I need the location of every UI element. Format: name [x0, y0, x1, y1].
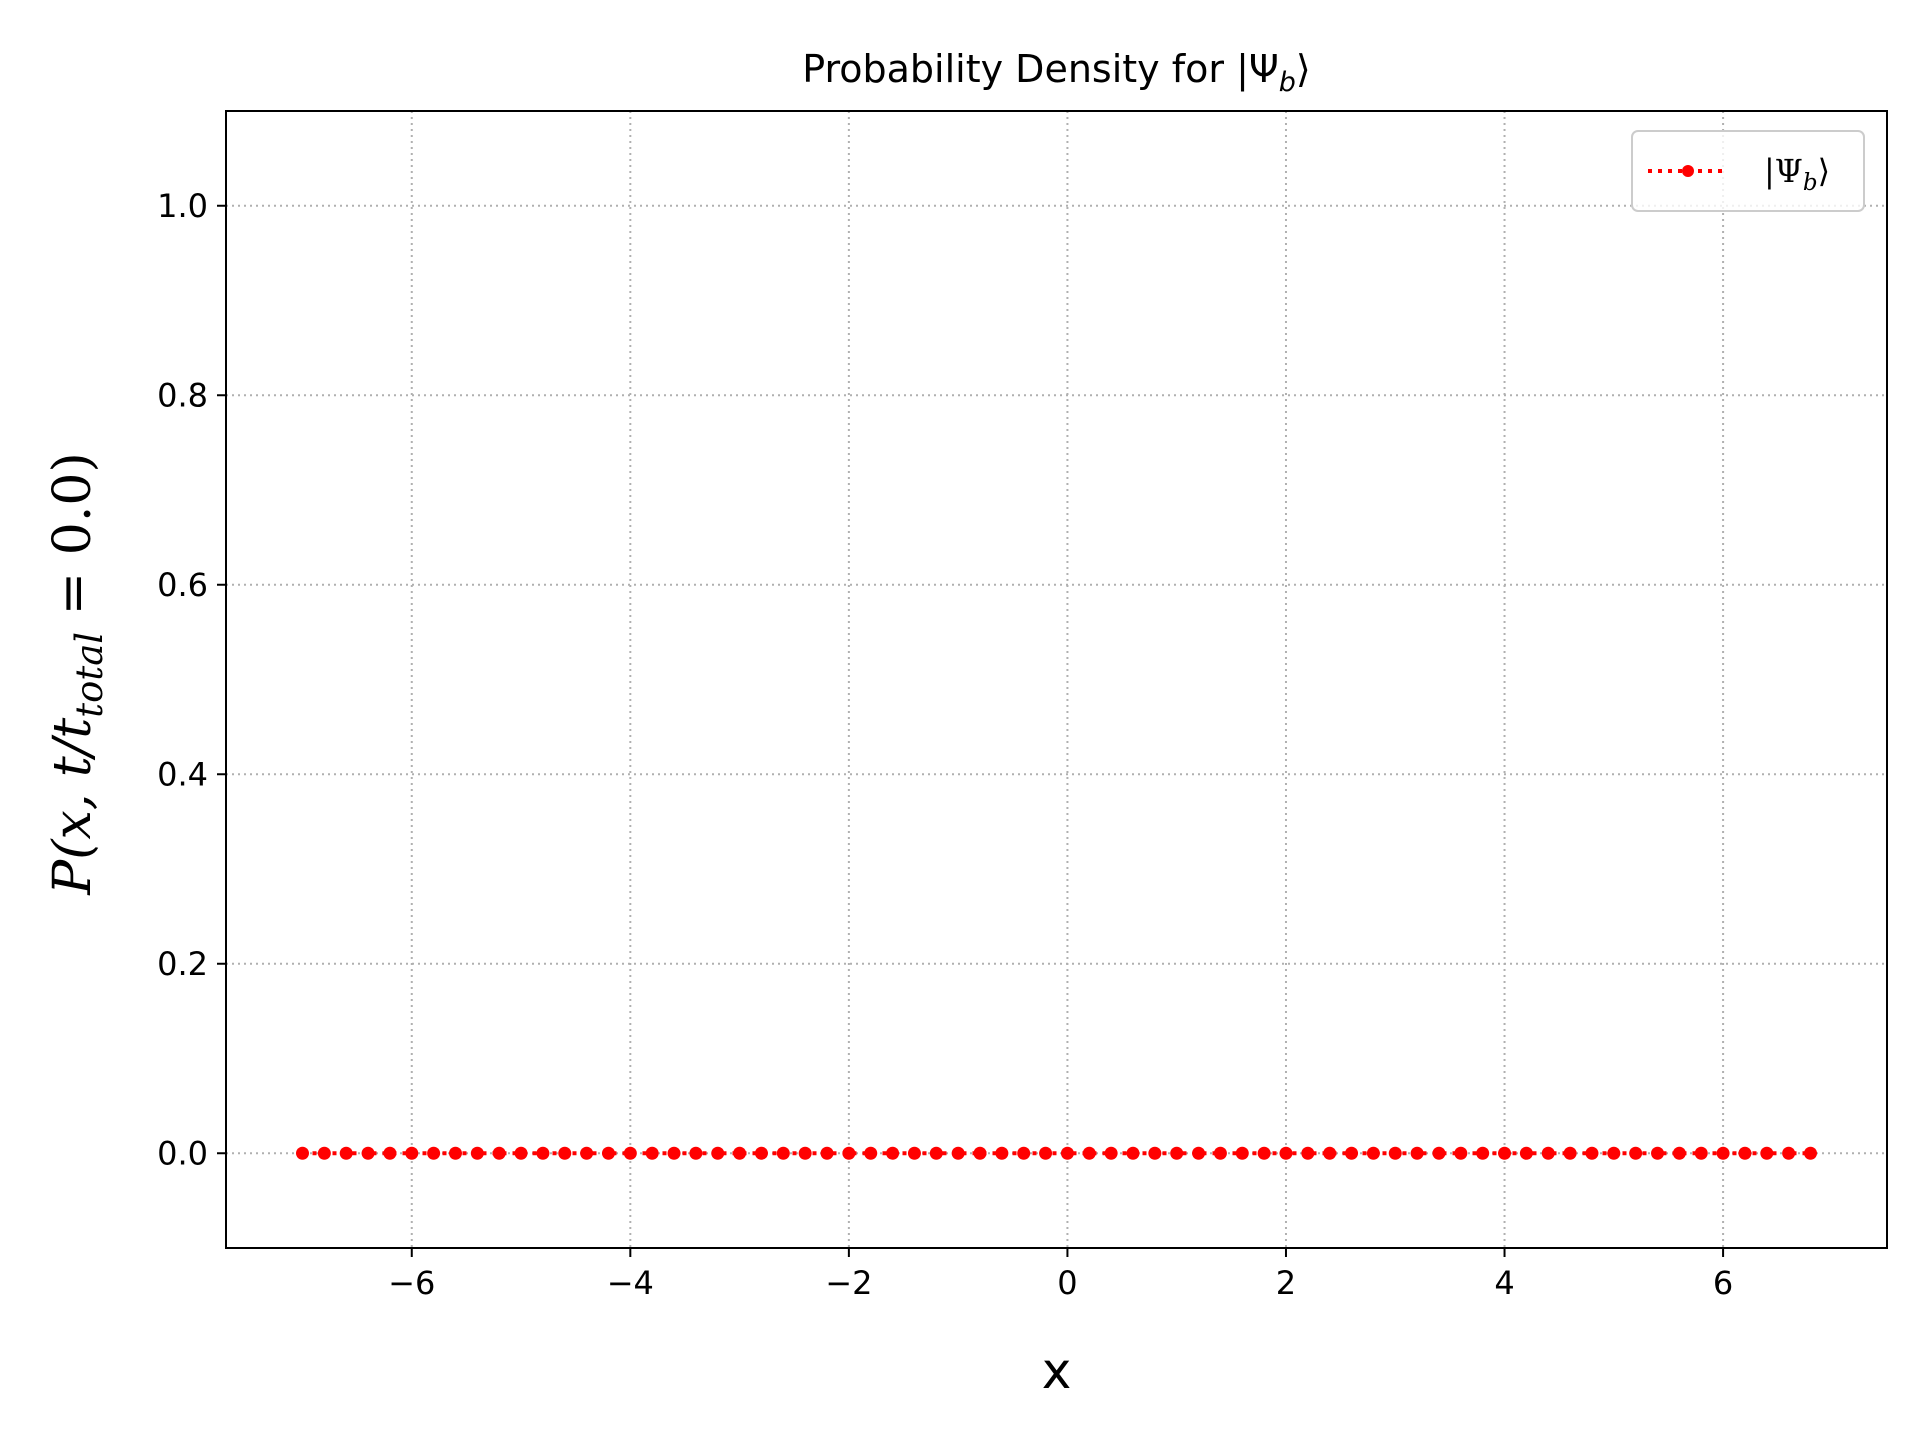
data-point [1388, 1146, 1402, 1160]
data-point [1563, 1146, 1577, 1160]
data-point [383, 1146, 397, 1160]
data-point [1716, 1146, 1730, 1160]
legend-label: |Ψb⟩ [1764, 152, 1830, 196]
data-point [1541, 1146, 1555, 1160]
data-point [1082, 1146, 1096, 1160]
x-tick-label: 6 [1713, 1264, 1733, 1302]
data-point [1782, 1146, 1796, 1160]
data-point [733, 1146, 747, 1160]
data-point [580, 1146, 594, 1160]
data-point [1148, 1146, 1162, 1160]
y-tick-label: 0.2 [157, 945, 208, 983]
plot-frame [225, 110, 1888, 1249]
data-point [1104, 1146, 1118, 1160]
series-layer [295, 1146, 1818, 1160]
chart-title: Probability Density for |Ψb⟩ [802, 47, 1311, 98]
data-point [448, 1146, 462, 1160]
data-point [1607, 1146, 1621, 1160]
data-point [1694, 1146, 1708, 1160]
data-point [754, 1146, 768, 1160]
x-tick-label: 0 [1057, 1264, 1077, 1302]
data-point [1738, 1146, 1752, 1160]
data-point [820, 1146, 834, 1160]
data-point [1017, 1146, 1031, 1160]
data-point [470, 1146, 484, 1160]
data-point [1301, 1146, 1315, 1160]
data-point [1323, 1146, 1337, 1160]
data-point [951, 1146, 965, 1160]
data-point [317, 1146, 331, 1160]
data-point [907, 1146, 921, 1160]
data-point [295, 1146, 309, 1160]
data-point [1366, 1146, 1380, 1160]
data-point [929, 1146, 943, 1160]
data-point [558, 1146, 572, 1160]
data-point [1432, 1146, 1446, 1160]
data-point [1345, 1146, 1359, 1160]
data-point [361, 1146, 375, 1160]
data-point [842, 1146, 856, 1160]
x-tick-label: 4 [1494, 1264, 1514, 1302]
data-point [1170, 1146, 1184, 1160]
data-point [601, 1146, 615, 1160]
data-point [1585, 1146, 1599, 1160]
data-point [798, 1146, 812, 1160]
data-point [645, 1146, 659, 1160]
data-point [776, 1146, 790, 1160]
y-tick-label: 0.4 [157, 755, 208, 793]
data-point [1257, 1146, 1271, 1160]
data-point [1192, 1146, 1206, 1160]
data-point [1519, 1146, 1533, 1160]
data-point [864, 1146, 878, 1160]
y-axis-label: P(x, t/ttotal = 0.0) [43, 452, 111, 896]
ticks: −6 −4 −2 0 2 4 6 0.0 0.2 0.4 0.6 0.8 1.0 [157, 187, 1733, 1302]
data-point [1279, 1146, 1293, 1160]
data-point [1498, 1146, 1512, 1160]
data-point [514, 1146, 528, 1160]
y-tick-label: 0.0 [157, 1134, 208, 1172]
legend-marker [1682, 165, 1694, 177]
data-point [1060, 1146, 1074, 1160]
data-point [689, 1146, 703, 1160]
data-point [1651, 1146, 1665, 1160]
y-tick-label: 0.8 [157, 376, 208, 414]
data-point [1126, 1146, 1140, 1160]
x-tick-label: −6 [388, 1264, 435, 1302]
data-point [1804, 1146, 1818, 1160]
data-point [492, 1146, 506, 1160]
data-point [1410, 1146, 1424, 1160]
data-point [1213, 1146, 1227, 1160]
x-tick-label: 2 [1276, 1264, 1296, 1302]
data-point [427, 1146, 441, 1160]
data-point [1672, 1146, 1686, 1160]
data-point [623, 1146, 637, 1160]
data-point [1454, 1146, 1468, 1160]
x-tick-label: −4 [607, 1264, 654, 1302]
x-axis-label: x [1042, 1342, 1072, 1400]
y-tick-label: 1.0 [157, 187, 208, 225]
y-tick-label: 0.6 [157, 566, 208, 604]
data-point [973, 1146, 987, 1160]
legend-box [1631, 130, 1865, 212]
data-point [1235, 1146, 1249, 1160]
x-tick-label: −2 [825, 1264, 872, 1302]
data-point [1760, 1146, 1774, 1160]
data-point [995, 1146, 1009, 1160]
data-point [667, 1146, 681, 1160]
data-point [536, 1146, 550, 1160]
legend: |Ψb⟩ [1631, 130, 1865, 212]
data-point [1629, 1146, 1643, 1160]
data-point [1039, 1146, 1053, 1160]
data-point [405, 1146, 419, 1160]
data-point [1476, 1146, 1490, 1160]
data-point [886, 1146, 900, 1160]
data-point [711, 1146, 725, 1160]
data-point [339, 1146, 353, 1160]
